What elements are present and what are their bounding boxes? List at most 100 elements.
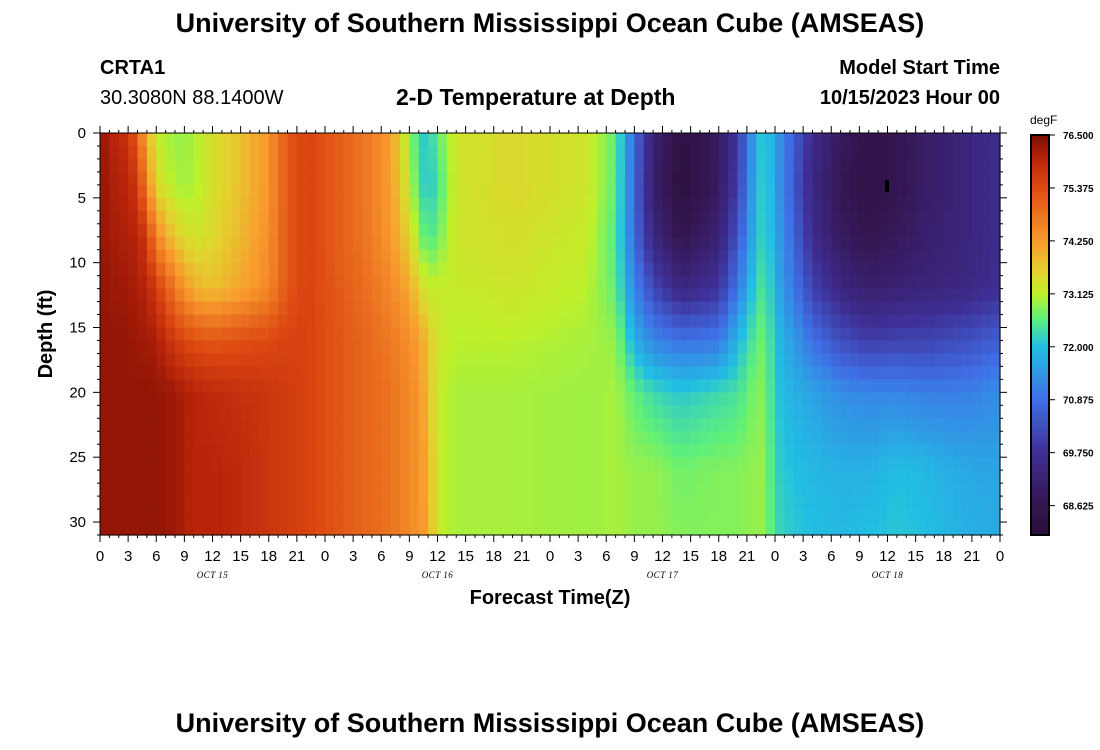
heatmap-cell xyxy=(175,379,185,393)
heatmap-cell xyxy=(315,223,326,238)
heatmap-cell xyxy=(493,249,504,264)
heatmap-cell xyxy=(156,184,167,199)
heatmap-cell xyxy=(681,353,692,368)
heatmap-cell xyxy=(906,509,917,523)
heatmap-cell xyxy=(596,249,607,264)
heatmap-cell xyxy=(278,509,289,523)
heatmap-cell xyxy=(718,171,729,186)
heatmap-cell xyxy=(268,236,279,251)
heatmap-cell xyxy=(296,197,307,212)
heatmap-cell xyxy=(231,301,242,316)
heatmap-cell xyxy=(446,236,457,251)
heatmap-cell xyxy=(671,223,682,238)
heatmap-cell xyxy=(953,457,964,471)
heatmap-cell xyxy=(953,249,964,264)
heatmap-cell xyxy=(475,366,485,380)
heatmap-cell xyxy=(325,171,335,186)
heatmap-cell xyxy=(559,145,570,160)
x-axis: 0 3 6 9 12 15 18 21 0 3 6 9 12 15 18 21 0 3 6 9 12 15 18 21 0 3 6 9… xyxy=(96,126,1004,565)
heatmap-cell xyxy=(446,340,457,355)
heatmap-cell xyxy=(840,262,851,277)
heatmap-cell xyxy=(456,262,467,277)
heatmap-cell xyxy=(934,353,945,368)
heatmap-cell xyxy=(146,158,157,173)
heatmap-cell xyxy=(381,210,392,225)
heatmap-cell xyxy=(859,444,870,458)
heatmap-cell xyxy=(259,184,270,199)
heatmap-cell xyxy=(578,223,589,238)
heatmap-cell xyxy=(662,522,673,536)
heatmap-cell xyxy=(606,301,617,316)
heatmap-cell xyxy=(953,444,964,458)
heatmap-cell xyxy=(446,444,457,458)
heatmap-cell xyxy=(559,340,570,355)
heatmap-cell xyxy=(943,262,954,277)
heatmap-cell xyxy=(268,509,279,523)
heatmap-cell xyxy=(456,210,467,225)
heatmap-cell xyxy=(334,314,345,329)
heatmap-cell xyxy=(906,327,917,342)
heatmap-cell xyxy=(296,418,307,432)
heatmap-cell xyxy=(137,145,148,160)
heatmap-cell xyxy=(990,262,1001,277)
heatmap-cell xyxy=(868,288,879,303)
heatmap-cell xyxy=(250,249,260,264)
heatmap-cell xyxy=(353,366,364,380)
heatmap-cell xyxy=(728,314,739,329)
heatmap-cell xyxy=(503,133,514,147)
heatmap-cell xyxy=(212,405,223,419)
heatmap-cell xyxy=(175,184,185,199)
heatmap-cell xyxy=(671,340,682,355)
heatmap-cell xyxy=(821,145,832,160)
heatmap-cell xyxy=(250,327,260,342)
heatmap-cell xyxy=(100,431,110,445)
heatmap-cell xyxy=(465,340,476,355)
heatmap-cell xyxy=(831,353,842,368)
heatmap-cell xyxy=(175,262,185,277)
heatmap-cell xyxy=(568,275,579,290)
heatmap-cell xyxy=(896,197,907,212)
heatmap-cell xyxy=(278,327,289,342)
heatmap-cell xyxy=(521,288,532,303)
heatmap-cell xyxy=(634,223,645,238)
heatmap-cell xyxy=(962,262,973,277)
heatmap-cell xyxy=(934,236,945,251)
heatmap-cell xyxy=(896,249,907,264)
heatmap-cell xyxy=(146,379,157,393)
heatmap-cell xyxy=(456,418,467,432)
heatmap-cell xyxy=(381,223,392,238)
heatmap-cell xyxy=(475,210,485,225)
heatmap-cell xyxy=(175,223,185,238)
heatmap-cell xyxy=(831,275,842,290)
heatmap-cell xyxy=(165,223,176,238)
heatmap-cell xyxy=(315,405,326,419)
heatmap-cell xyxy=(512,210,523,225)
heatmap-cell xyxy=(568,262,579,277)
heatmap-cell xyxy=(475,418,485,432)
heatmap-cell xyxy=(953,275,964,290)
heatmap-cell xyxy=(681,301,692,316)
heatmap-cell xyxy=(934,483,945,497)
heatmap-cell xyxy=(709,457,720,471)
heatmap-cell xyxy=(700,496,710,510)
heatmap-cell xyxy=(165,314,176,329)
heatmap-cell xyxy=(859,262,870,277)
heatmap-cell xyxy=(165,457,176,471)
heatmap-cell xyxy=(803,366,814,380)
heatmap-cell xyxy=(268,496,279,510)
heatmap-cell xyxy=(568,405,579,419)
heatmap-cell xyxy=(990,184,1001,199)
colorbar-tick-label: 73.125 xyxy=(1063,290,1094,301)
heatmap-cell xyxy=(240,197,251,212)
heatmap-cell xyxy=(437,210,448,225)
heatmap-cell xyxy=(287,509,298,523)
heatmap-cell xyxy=(821,431,832,445)
heatmap-cell xyxy=(850,392,860,406)
heatmap-cell xyxy=(990,171,1001,186)
heatmap-cell xyxy=(784,366,795,380)
heatmap-cell xyxy=(765,496,776,510)
heatmap-cell xyxy=(128,457,139,471)
heatmap-cell xyxy=(803,301,814,316)
heatmap-cell xyxy=(250,236,260,251)
heatmap-cell xyxy=(906,133,917,147)
